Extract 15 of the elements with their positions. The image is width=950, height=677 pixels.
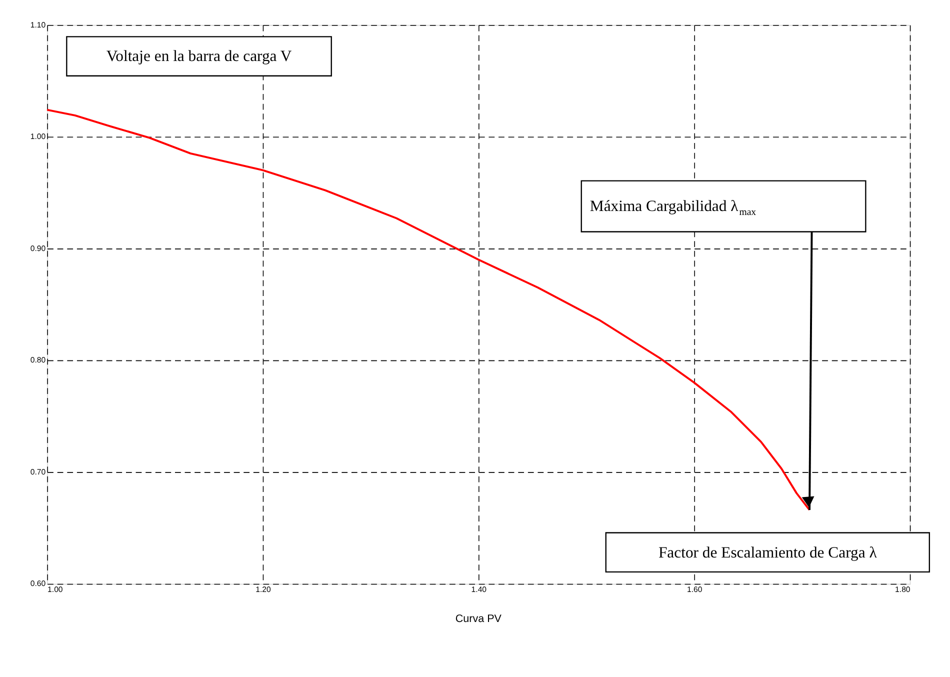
x-axis-title: Factor de Escalamiento de Carga λ	[658, 544, 878, 562]
x-tick-label: 1.80	[895, 585, 911, 594]
x-tick-label: 1.00	[48, 585, 64, 594]
y-tick-label: 0.90	[30, 244, 46, 253]
y-tick-label: 1.00	[30, 132, 46, 142]
y-tick-label: 0.60	[30, 579, 46, 588]
x-tick-label: 1.40	[471, 585, 488, 594]
y-axis-title: Voltaje en la barra de carga V	[106, 48, 292, 66]
y-tick-label: 0.80	[30, 356, 46, 365]
y-tick-label: 1.10	[30, 20, 46, 30]
x-tick-label: 1.20	[256, 585, 272, 594]
x-tick-label: 1.60	[686, 585, 703, 594]
y-tick-label: 0.70	[30, 467, 46, 476]
line-series	[46, 108, 810, 511]
text: Curva PV	[455, 612, 502, 625]
